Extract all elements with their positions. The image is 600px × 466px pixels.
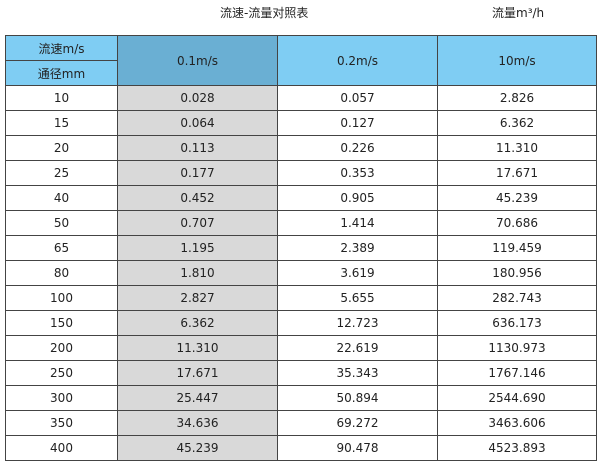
flow-cell: 69.272 — [277, 410, 438, 436]
table-row: 100 2.827 5.655 282.743 — [5, 285, 597, 311]
flow-cell: 0.226 — [277, 135, 438, 161]
flow-cell: 0.127 — [277, 110, 438, 136]
flow-cell: 2.827 — [117, 285, 278, 311]
flow-cell: 0.905 — [277, 185, 438, 211]
diameter-cell: 50 — [5, 210, 118, 236]
flow-cell: 0.177 — [117, 160, 278, 186]
table-row: 80 1.810 3.619 180.956 — [5, 260, 597, 286]
flow-cell: 22.619 — [277, 335, 438, 361]
flow-cell: 50.894 — [277, 385, 438, 411]
diameter-cell: 10 — [5, 85, 118, 111]
flow-cell: 12.723 — [277, 310, 438, 336]
col-header: 10m/s — [437, 35, 597, 86]
table-row: 20 0.113 0.226 11.310 — [5, 135, 597, 161]
flow-table: 流速m/s 0.1m/s 0.2m/s 10m/s 通径mm 10 0.028 0.… — [5, 35, 597, 461]
table-row: 250 17.671 35.343 1767.146 — [5, 360, 597, 386]
flow-cell: 5.655 — [277, 285, 438, 311]
flow-cell: 1.414 — [277, 210, 438, 236]
table-row: 400 45.239 90.478 4523.893 — [5, 435, 597, 461]
flow-cell: 6.362 — [117, 310, 278, 336]
flow-cell: 0.057 — [277, 85, 438, 111]
flow-cell: 0.064 — [117, 110, 278, 136]
col-header: 0.1m/s — [117, 35, 278, 86]
flow-cell: 0.353 — [277, 160, 438, 186]
flow-cell: 0.707 — [117, 210, 278, 236]
flow-cell: 180.956 — [437, 260, 597, 286]
flow-cell: 3.619 — [277, 260, 438, 286]
diameter-cell: 300 — [5, 385, 118, 411]
flow-cell: 282.743 — [437, 285, 597, 311]
flow-cell: 2.389 — [277, 235, 438, 261]
table-row: 25 0.177 0.353 17.671 — [5, 160, 597, 186]
flow-cell: 2544.690 — [437, 385, 597, 411]
diameter-cell: 20 — [5, 135, 118, 161]
flow-cell: 34.636 — [117, 410, 278, 436]
flow-cell: 35.343 — [277, 360, 438, 386]
flow-cell: 6.362 — [437, 110, 597, 136]
flow-cell: 11.310 — [437, 135, 597, 161]
table-row: 200 11.310 22.619 1130.973 — [5, 335, 597, 361]
table-row: 150 6.362 12.723 636.173 — [5, 310, 597, 336]
flow-cell: 1.810 — [117, 260, 278, 286]
diameter-cell: 80 — [5, 260, 118, 286]
flow-cell: 45.239 — [437, 185, 597, 211]
unit-label: 流量m³/h — [492, 6, 545, 20]
diameter-cell: 40 — [5, 185, 118, 211]
flow-cell: 0.028 — [117, 85, 278, 111]
diameter-cell: 400 — [5, 435, 118, 461]
flow-cell: 90.478 — [277, 435, 438, 461]
col-header: 0.2m/s — [277, 35, 438, 86]
flow-cell: 0.113 — [117, 135, 278, 161]
table-row: 15 0.064 0.127 6.362 — [5, 110, 597, 136]
table-row: 10 0.028 0.057 2.826 — [5, 85, 597, 111]
diameter-cell: 65 — [5, 235, 118, 261]
flow-cell: 3463.606 — [437, 410, 597, 436]
flow-cell: 4523.893 — [437, 435, 597, 461]
diameter-cell: 15 — [5, 110, 118, 136]
flow-cell: 70.686 — [437, 210, 597, 236]
diameter-cell: 200 — [5, 335, 118, 361]
flow-cell: 17.671 — [437, 160, 597, 186]
diameter-cell: 250 — [5, 360, 118, 386]
diameter-cell: 100 — [5, 285, 118, 311]
velocity-header: 流速m/s — [5, 35, 118, 61]
flow-cell: 0.452 — [117, 185, 278, 211]
table-row: 40 0.452 0.905 45.239 — [5, 185, 597, 211]
table-title: 流速-流量对照表 — [220, 6, 309, 20]
flow-cell: 17.671 — [117, 360, 278, 386]
table-row: 50 0.707 1.414 70.686 — [5, 210, 597, 236]
diameter-cell: 150 — [5, 310, 118, 336]
diameter-cell: 350 — [5, 410, 118, 436]
flow-cell: 119.459 — [437, 235, 597, 261]
flow-cell: 25.447 — [117, 385, 278, 411]
table-row: 300 25.447 50.894 2544.690 — [5, 385, 597, 411]
flow-cell: 636.173 — [437, 310, 597, 336]
flow-cell: 11.310 — [117, 335, 278, 361]
flow-cell: 1.195 — [117, 235, 278, 261]
diameter-header: 通径mm — [5, 60, 118, 86]
flow-cell: 1767.146 — [437, 360, 597, 386]
table-row: 350 34.636 69.272 3463.606 — [5, 410, 597, 436]
table-row: 65 1.195 2.389 119.459 — [5, 235, 597, 261]
flow-cell: 45.239 — [117, 435, 278, 461]
diameter-cell: 25 — [5, 160, 118, 186]
flow-cell: 2.826 — [437, 85, 597, 111]
flow-cell: 1130.973 — [437, 335, 597, 361]
